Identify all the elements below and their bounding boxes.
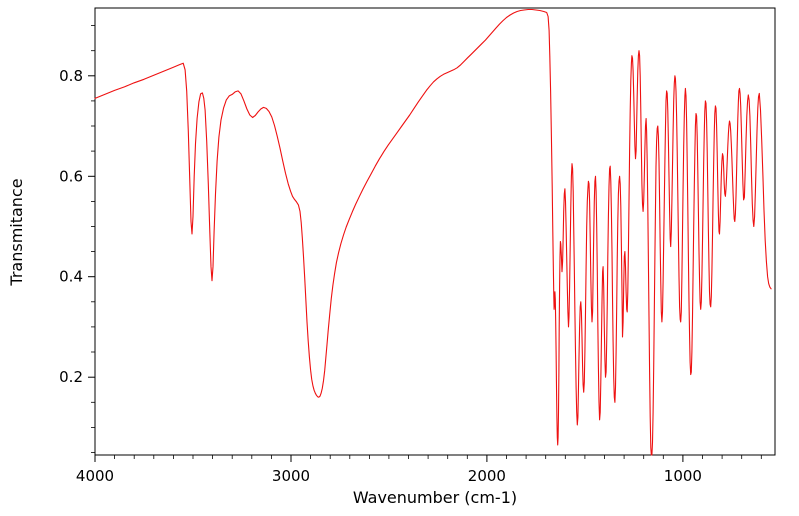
y-tick-label: 0.8	[59, 67, 83, 85]
y-tick-label: 0.4	[59, 268, 83, 286]
x-tick-label: 4000	[76, 467, 114, 485]
spectrum-line	[94, 8, 772, 456]
x-axis-title: Wavenumber (cm-1)	[353, 488, 517, 507]
x-tick-label: 1000	[664, 467, 702, 485]
x-tick-label: 2000	[468, 467, 506, 485]
plot-frame	[94, 7, 776, 456]
x-tick-label: 3000	[272, 467, 310, 485]
axes-and-curve: 4000 3000 2000 1000 0.2 0.4 0.6 0.8	[59, 7, 776, 485]
y-tick-label: 0.6	[59, 167, 83, 185]
y-axis-title: Transmitance	[7, 178, 26, 286]
y-tick-label: 0.2	[59, 368, 83, 386]
